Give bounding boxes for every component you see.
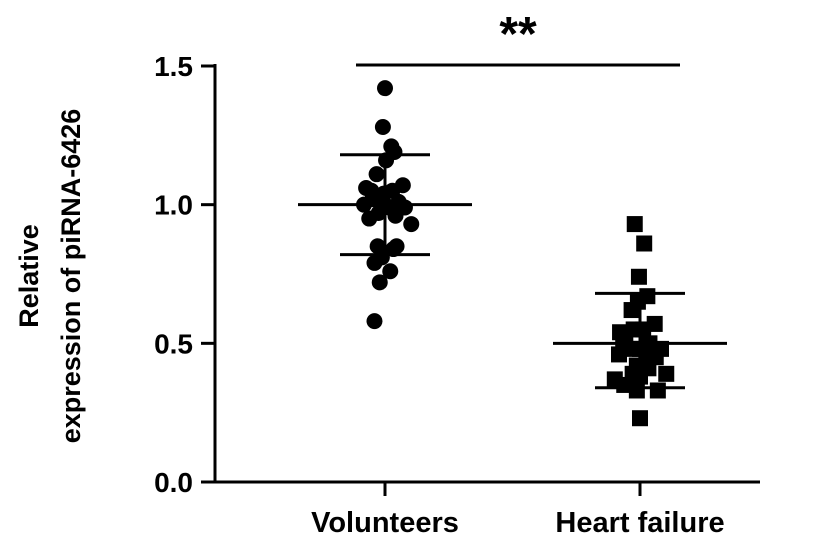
- data-point: [361, 210, 378, 227]
- y-tick-label: 1.5: [154, 51, 193, 82]
- data-point: [394, 177, 411, 194]
- significance-label: **: [499, 8, 537, 61]
- data-point: [403, 216, 420, 233]
- data-point: [628, 382, 645, 399]
- data-point: [387, 207, 404, 224]
- data-point: [611, 346, 627, 363]
- y-axis-title-line-2: expression of piRNA-6426: [56, 109, 86, 444]
- data-point: [630, 268, 647, 285]
- data-point: [371, 274, 388, 291]
- data-point: [377, 80, 393, 97]
- y-tick-label: 0.5: [154, 328, 193, 359]
- x-category-label: Volunteers: [311, 507, 459, 539]
- y-axis-title-line-1: Relative: [14, 224, 44, 328]
- data-point: [640, 360, 657, 377]
- y-ticks: 0.0 0.5 1.0 1.5: [154, 51, 215, 498]
- x-category-label: Heart failure: [555, 507, 724, 539]
- data-point: [374, 119, 391, 136]
- data-point: [636, 235, 653, 252]
- data-point: [612, 324, 629, 341]
- data-point: [632, 410, 648, 427]
- data-point: [649, 382, 666, 399]
- data-point: [382, 263, 399, 280]
- data-point: [388, 238, 405, 255]
- data-point: [626, 216, 643, 233]
- y-tick-label: 0.0: [154, 467, 193, 498]
- axes: [213, 64, 760, 484]
- data-point: [623, 302, 640, 319]
- group-1: Heart failure: [553, 216, 727, 539]
- data-point: [635, 321, 652, 338]
- data-point: [658, 365, 675, 382]
- data-point: [366, 313, 383, 330]
- significance-annotation: **: [356, 8, 680, 67]
- group-0: Volunteers: [298, 80, 472, 539]
- data-point: [366, 254, 383, 271]
- y-axis-title: Relative expression of piRNA-6426: [14, 109, 86, 444]
- data-groups: Volunteers Heart failure: [298, 80, 727, 539]
- data-point: [364, 191, 381, 208]
- data-point: [368, 166, 385, 183]
- y-tick-label: 1.0: [154, 190, 193, 221]
